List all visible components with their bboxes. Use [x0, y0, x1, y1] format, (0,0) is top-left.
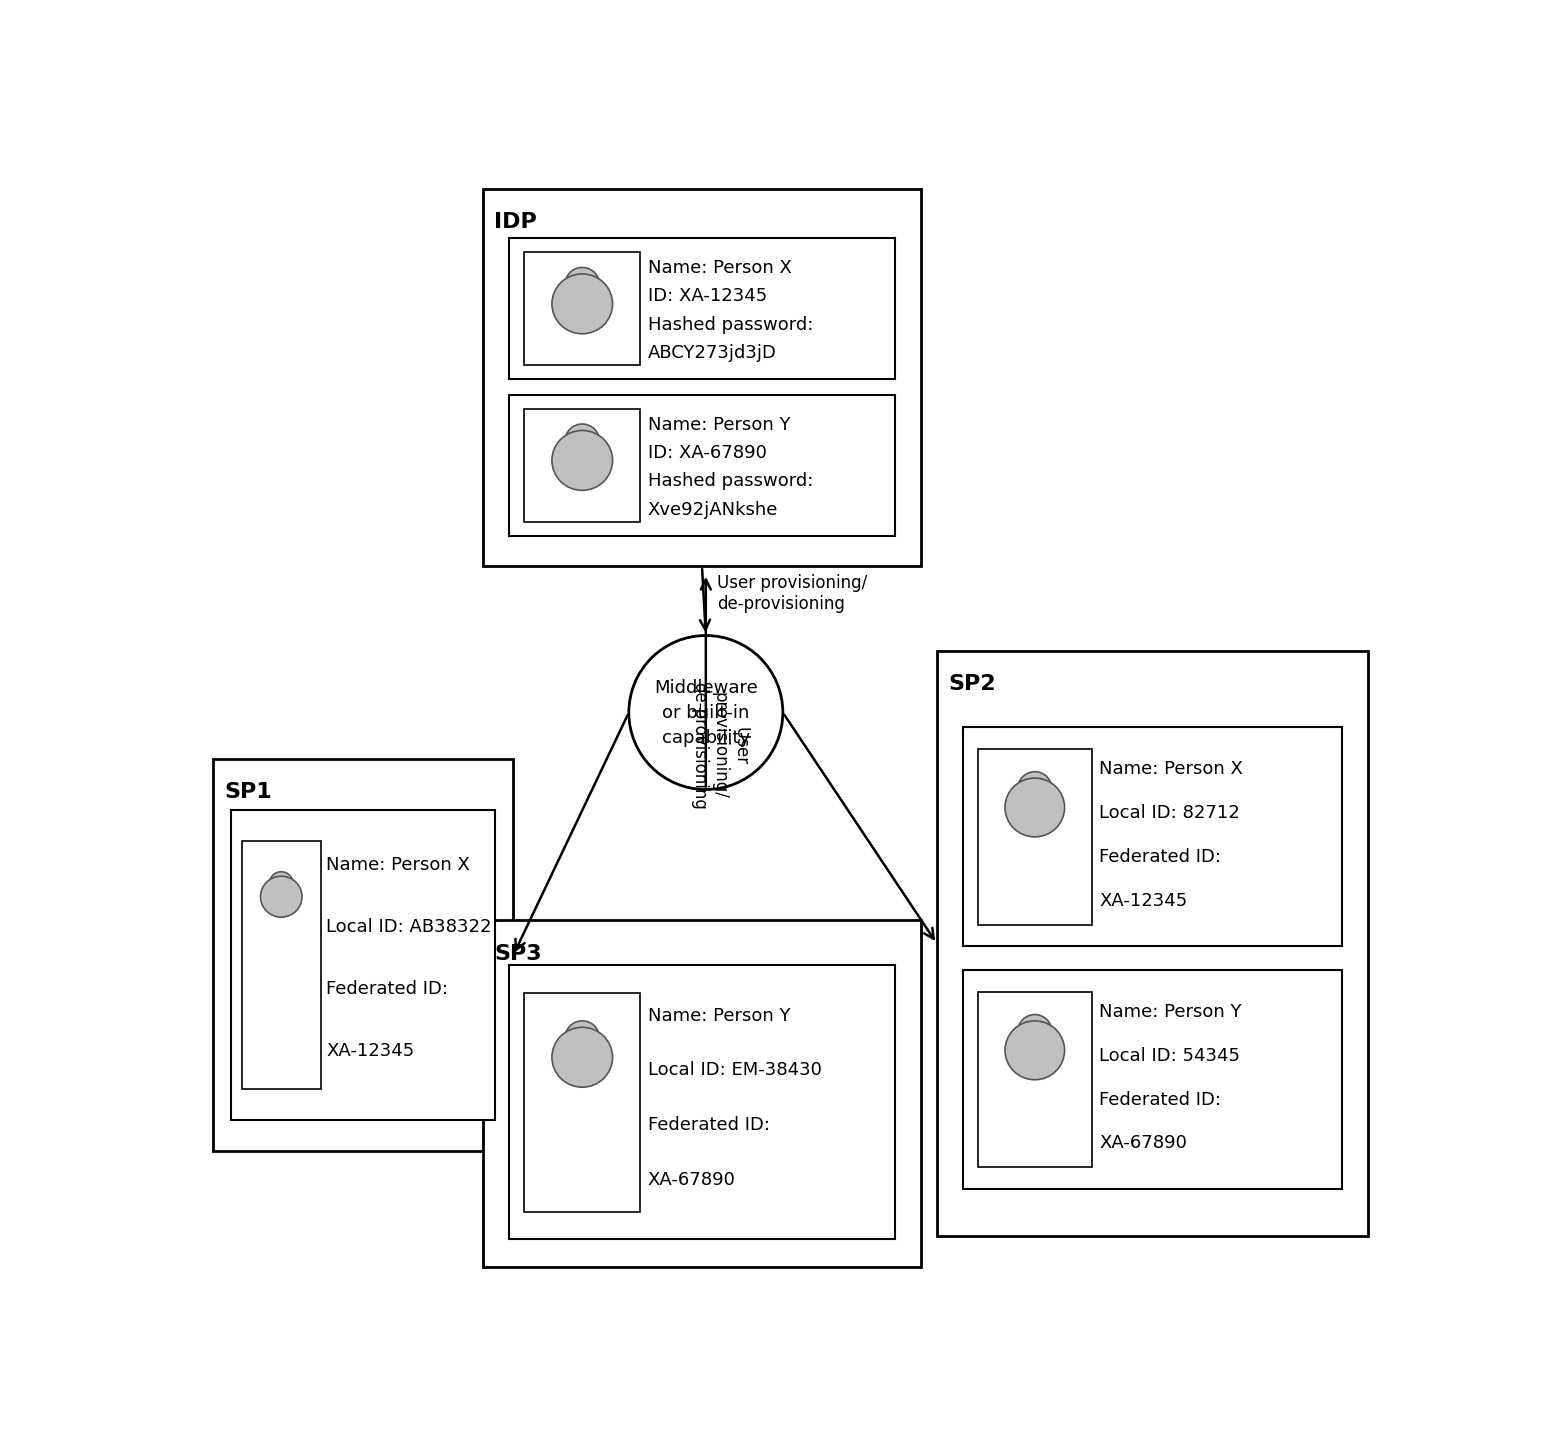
Text: Name: Person Y: Name: Person Y — [648, 1006, 790, 1025]
Ellipse shape — [1004, 1021, 1065, 1080]
Text: Name: Person X: Name: Person X — [1099, 761, 1243, 778]
Text: Federated ID:: Federated ID: — [1099, 847, 1221, 866]
Text: Name: Person Y: Name: Person Y — [648, 416, 790, 434]
Circle shape — [564, 268, 600, 302]
FancyBboxPatch shape — [524, 252, 640, 366]
Circle shape — [629, 636, 783, 790]
Text: Name: Person X: Name: Person X — [648, 259, 792, 278]
Text: Federated ID:: Federated ID: — [326, 980, 448, 998]
FancyBboxPatch shape — [508, 966, 894, 1239]
FancyBboxPatch shape — [508, 239, 894, 379]
FancyBboxPatch shape — [231, 810, 496, 1121]
Ellipse shape — [552, 273, 612, 334]
Text: Federated ID:: Federated ID: — [1099, 1090, 1221, 1109]
Circle shape — [1018, 1015, 1052, 1048]
Text: Federated ID:: Federated ID: — [648, 1116, 770, 1134]
FancyBboxPatch shape — [482, 921, 921, 1267]
Circle shape — [270, 872, 293, 895]
FancyBboxPatch shape — [963, 970, 1342, 1189]
Text: Local ID: EM-38430: Local ID: EM-38430 — [648, 1061, 822, 1079]
FancyBboxPatch shape — [482, 189, 921, 567]
Text: Local ID: 82712: Local ID: 82712 — [1099, 804, 1240, 821]
FancyBboxPatch shape — [978, 749, 1091, 924]
Text: ID: XA-12345: ID: XA-12345 — [648, 288, 767, 305]
Text: Local ID: AB38322: Local ID: AB38322 — [326, 918, 491, 937]
Text: SP3: SP3 — [494, 944, 541, 963]
Text: Name: Person X: Name: Person X — [326, 856, 470, 875]
Text: SP1: SP1 — [225, 782, 273, 803]
Text: XA-67890: XA-67890 — [1099, 1135, 1187, 1152]
Ellipse shape — [552, 1027, 612, 1087]
Text: XA-12345: XA-12345 — [326, 1043, 414, 1060]
Circle shape — [564, 1021, 600, 1056]
Text: User provisioning/
de-provisioning: User provisioning/ de-provisioning — [718, 574, 868, 613]
Text: IDP: IDP — [494, 213, 536, 231]
FancyBboxPatch shape — [508, 395, 894, 536]
Text: Local ID: 54345: Local ID: 54345 — [1099, 1047, 1240, 1064]
Text: Xve92jANkshe: Xve92jANkshe — [648, 500, 778, 519]
FancyBboxPatch shape — [524, 409, 640, 522]
Text: XA-12345: XA-12345 — [1099, 892, 1187, 910]
FancyBboxPatch shape — [242, 840, 321, 1089]
FancyBboxPatch shape — [978, 992, 1091, 1167]
Circle shape — [1018, 772, 1052, 805]
Text: ID: XA-67890: ID: XA-67890 — [648, 444, 767, 463]
Ellipse shape — [260, 876, 302, 917]
FancyBboxPatch shape — [963, 727, 1342, 947]
Text: Hashed password:: Hashed password: — [648, 315, 814, 334]
Ellipse shape — [1004, 778, 1065, 837]
Ellipse shape — [552, 431, 612, 490]
FancyBboxPatch shape — [212, 759, 513, 1151]
Text: Hashed password:: Hashed password: — [648, 473, 814, 490]
Text: User
provisioning/
de-provisioning: User provisioning/ de-provisioning — [690, 681, 750, 810]
Text: Middleware
or built-in
capability: Middleware or built-in capability — [654, 678, 758, 746]
FancyBboxPatch shape — [524, 993, 640, 1212]
Text: Name: Person Y: Name: Person Y — [1099, 1002, 1242, 1021]
FancyBboxPatch shape — [936, 651, 1369, 1236]
Text: XA-67890: XA-67890 — [648, 1171, 736, 1189]
Circle shape — [564, 424, 600, 458]
Text: ABCY273jd3jD: ABCY273jd3jD — [648, 344, 777, 362]
Text: SP2: SP2 — [949, 674, 997, 694]
